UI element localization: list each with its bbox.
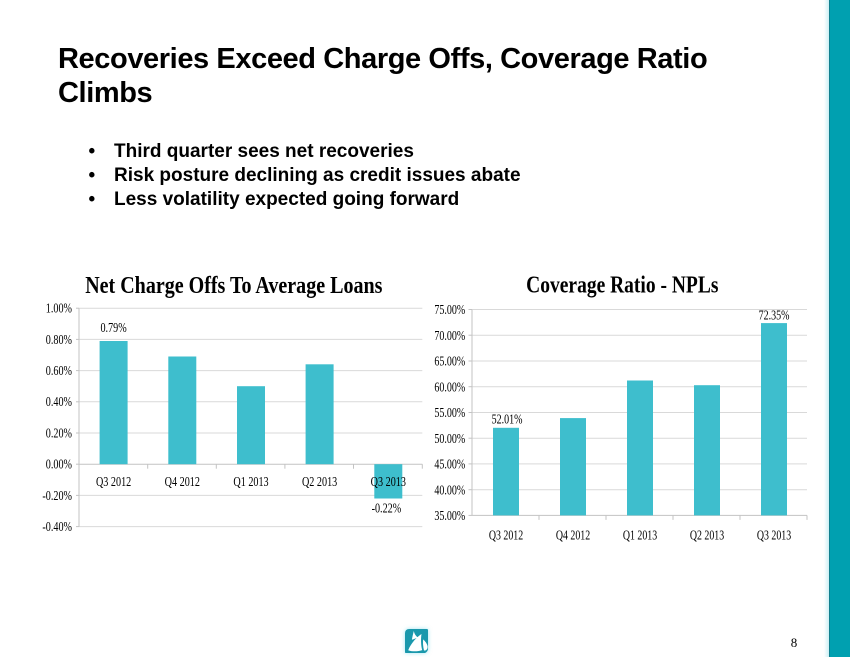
svg-text:72.35%: 72.35% <box>759 307 790 323</box>
svg-text:75.00%: 75.00% <box>434 302 465 318</box>
svg-text:50.00%: 50.00% <box>434 430 465 446</box>
svg-text:Q4 2012: Q4 2012 <box>556 527 590 543</box>
svg-text:0.80%: 0.80% <box>46 333 72 348</box>
svg-text:Q1 2013: Q1 2013 <box>233 475 268 490</box>
svg-text:35.00%: 35.00% <box>434 507 465 523</box>
svg-text:Q4 2012: Q4 2012 <box>165 475 200 490</box>
svg-text:-0.20%: -0.20% <box>42 489 72 504</box>
svg-text:1.00%: 1.00% <box>46 301 72 316</box>
svg-text:0.60%: 0.60% <box>46 364 72 379</box>
svg-text:40.00%: 40.00% <box>434 482 465 498</box>
svg-text:Q3 2013: Q3 2013 <box>757 527 791 543</box>
svg-text:70.00%: 70.00% <box>434 327 465 343</box>
svg-text:65.00%: 65.00% <box>434 353 465 369</box>
svg-text:-0.40%: -0.40% <box>42 520 72 535</box>
svg-text:Net Charge Offs To Average Loa: Net Charge Offs To Average Loans <box>85 271 383 298</box>
svg-text:55.00%: 55.00% <box>434 405 465 421</box>
svg-text:0.40%: 0.40% <box>46 395 72 410</box>
svg-text:Q3 2013: Q3 2013 <box>371 475 406 490</box>
svg-text:Q2 2013: Q2 2013 <box>302 475 337 490</box>
svg-text:Q3 2012: Q3 2012 <box>96 475 131 490</box>
svg-text:45.00%: 45.00% <box>434 456 465 472</box>
svg-text:0.20%: 0.20% <box>46 426 72 441</box>
svg-text:-0.22%: -0.22% <box>372 501 402 516</box>
svg-text:0.79%: 0.79% <box>100 321 126 336</box>
svg-text:Q2 2013: Q2 2013 <box>690 527 724 543</box>
svg-text:Coverage Ratio - NPLs: Coverage Ratio - NPLs <box>526 272 718 298</box>
svg-text:Q3 2012: Q3 2012 <box>489 527 523 543</box>
svg-text:52.01%: 52.01% <box>492 411 523 427</box>
svg-text:60.00%: 60.00% <box>434 379 465 395</box>
svg-text:Q1 2013: Q1 2013 <box>623 527 657 543</box>
svg-text:0.00%: 0.00% <box>46 457 72 472</box>
